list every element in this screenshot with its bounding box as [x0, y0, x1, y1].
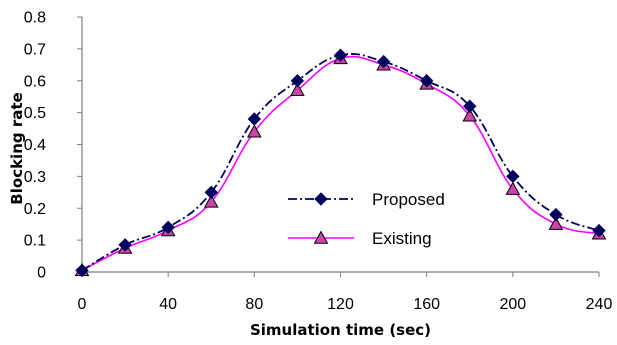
- x-tick-label: 80: [245, 296, 263, 313]
- existing-point-marker: [203, 194, 219, 208]
- y-tick-label: 0.1: [24, 233, 46, 250]
- proposed-point-marker: [376, 54, 391, 69]
- proposed-point-marker: [506, 169, 520, 184]
- y-tick-label: 0.4: [24, 137, 46, 154]
- x-tick-label: 0: [78, 296, 87, 313]
- proposed-series: [75, 48, 606, 278]
- y-tick-label: 0.5: [24, 105, 46, 122]
- x-tick-label: 160: [413, 296, 440, 313]
- series-lines: [74, 48, 607, 278]
- y-tick-label: 0: [37, 265, 46, 282]
- legend-label: Proposed: [372, 190, 445, 209]
- proposed-point-marker: [333, 48, 348, 62]
- y-tick-label: 0.8: [24, 10, 46, 27]
- existing-point-marker: [505, 181, 521, 195]
- proposed-point-marker: [463, 99, 477, 113]
- x-tick-label: 200: [499, 296, 526, 313]
- y-tick-label: 0.7: [24, 41, 46, 58]
- existing-point-marker: [246, 124, 262, 138]
- x-tick-label: 240: [586, 296, 613, 313]
- proposed-point-marker: [118, 238, 132, 252]
- x-tick-label: 40: [159, 296, 177, 313]
- legend: Proposed Existing: [288, 190, 445, 248]
- y-axis-title: Blocking rate: [8, 92, 26, 204]
- existing-series: [74, 50, 607, 277]
- existing-point-marker: [462, 108, 478, 122]
- y-tick-label: 0.6: [24, 73, 46, 90]
- proposed-point-marker: [247, 112, 262, 126]
- y-tick-label: 0.2: [24, 201, 46, 218]
- x-axis-title: Simulation time (sec): [250, 321, 431, 339]
- proposed-point-marker: [290, 74, 305, 88]
- existing-point-marker: [290, 82, 305, 97]
- proposed-point-marker: [75, 263, 89, 278]
- legend-item-proposed: Proposed: [288, 190, 445, 209]
- proposed-point-marker: [161, 220, 175, 235]
- y-tick-label: 0.3: [24, 169, 46, 186]
- proposed-point-marker: [204, 185, 218, 200]
- x-tick-label: 120: [327, 296, 354, 313]
- legend-item-existing: Existing: [288, 229, 432, 248]
- proposed-point-marker: [419, 74, 434, 88]
- existing-point-marker: [548, 216, 564, 230]
- proposed-point-marker: [549, 207, 563, 222]
- axes: 0 0.1 0.2 0.3 0.4 0.5 0.6 0.7 0.8 0 40 80 120 160 200 2…: [24, 10, 613, 314]
- legend-label: Existing: [372, 229, 432, 248]
- existing-point-marker: [313, 230, 329, 244]
- proposed-point-marker: [314, 192, 328, 206]
- proposed-point-marker: [592, 223, 606, 238]
